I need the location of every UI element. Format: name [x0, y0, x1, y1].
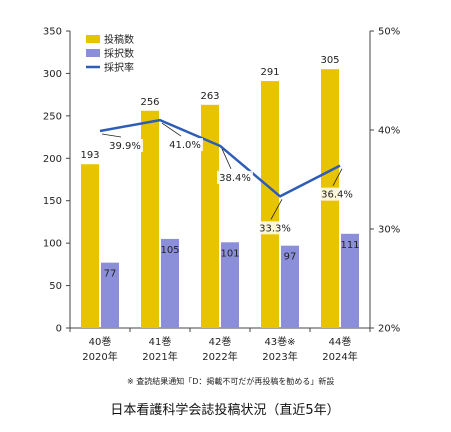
bar-accepted [221, 242, 239, 328]
bars [81, 69, 359, 329]
bar-label-accepted: 111 [340, 240, 359, 251]
bar-labels: 193 77 256 105 263 101 291 97 305 111 [80, 55, 359, 279]
chart-title: 日本看護科学会誌投稿状況（直近5年） [110, 402, 339, 418]
bar-label-accepted: 97 [284, 252, 297, 263]
legend-swatch-accepted [86, 49, 100, 57]
bar-label-submissions: 193 [80, 150, 99, 161]
y2-axis-ticks: 20% 30% 40% 50% [370, 27, 400, 335]
y-tick-label: 150 [43, 196, 62, 207]
bar-submissions [201, 104, 219, 328]
category-volume-label: 44巻 [329, 336, 352, 348]
bar-label-submissions: 263 [200, 91, 219, 102]
category-year-label: 2024年 [322, 350, 357, 363]
bar-accepted [101, 262, 119, 328]
y-tick-label: 0 [56, 324, 62, 335]
category-year-label: 2023年 [262, 350, 297, 363]
rate-label: 39.9% [109, 141, 141, 152]
rate-label-bg [217, 170, 253, 184]
y2-tick-label: 50% [378, 27, 400, 38]
bar-label-submissions: 291 [260, 67, 279, 78]
bar-label-submissions: 305 [320, 55, 339, 66]
rate-line: 39.9% 41.0% 38.4% 33.3% 36.4% [99, 118, 355, 235]
rate-label-bg [257, 221, 293, 235]
legend-label-rate: 採択率 [104, 61, 134, 74]
y-tick-label: 200 [43, 154, 62, 165]
bar-submissions [81, 164, 99, 328]
rate-label-leader [161, 122, 182, 137]
rate-label-bg [107, 138, 143, 152]
rate-label-leader [101, 133, 122, 138]
legend-swatch-submissions [86, 35, 100, 43]
rate-label-leader [270, 199, 283, 220]
chart-note: ※ 査読結果通知「D：掲載不可だが再投稿を勧める」新設 [127, 376, 334, 386]
category-volume-label: 43巻※ [264, 336, 295, 348]
legend-label-accepted: 採択数 [104, 47, 134, 60]
category-year-label: 2020年 [82, 350, 117, 363]
rate-label-bg [167, 138, 203, 152]
rate-label: 41.0% [169, 140, 201, 151]
rate-line-path [99, 118, 341, 198]
bar-accepted [341, 233, 359, 328]
legend-label-submissions: 投稿数 [104, 33, 134, 46]
y-axis-ticks: 0 50 100 150 200 250 300 350 [43, 27, 70, 335]
rate-label: 36.4% [321, 190, 353, 201]
rate-label: 33.3% [259, 223, 291, 234]
legend: 投稿数 採択数 採択率 [86, 33, 134, 74]
rate-label: 38.4% [219, 173, 251, 184]
bar-label-accepted: 101 [220, 248, 239, 259]
y-tick-label: 350 [43, 27, 62, 38]
y-tick-label: 100 [43, 239, 62, 250]
category-volume-label: 42巻 [209, 336, 232, 348]
y-tick-label: 300 [43, 69, 62, 80]
rate-label-leader [332, 168, 343, 186]
bar-submissions [141, 110, 159, 328]
bar-label-accepted: 105 [160, 245, 179, 256]
plot-area: 0 50 100 150 200 250 300 350 20% 30% 40% 50% 193 77… [43, 27, 400, 364]
bar-accepted [281, 245, 299, 328]
y2-tick-label: 30% [378, 225, 400, 236]
y-tick-label: 250 [43, 111, 62, 122]
bar-submissions [261, 81, 279, 329]
category-year-label: 2022年 [202, 350, 237, 363]
bar-label-submissions: 256 [140, 97, 159, 108]
category-volume-label: 40巻 [89, 336, 112, 348]
category-volume-label: 41巻 [149, 336, 172, 348]
y2-tick-label: 20% [378, 324, 400, 335]
category-year-label: 2021年 [142, 350, 177, 363]
y-tick-label: 50 [49, 281, 62, 292]
y2-tick-label: 40% [378, 126, 400, 137]
bar-label-accepted: 77 [104, 269, 117, 280]
rate-label-bg [319, 187, 355, 201]
bar-accepted [161, 238, 179, 328]
category-labels: 40巻 2020年 41巻 2021年 42巻 2022年 43巻※ 2023年 44巻 2024… [69, 328, 371, 363]
rate-label-leader [221, 148, 232, 170]
